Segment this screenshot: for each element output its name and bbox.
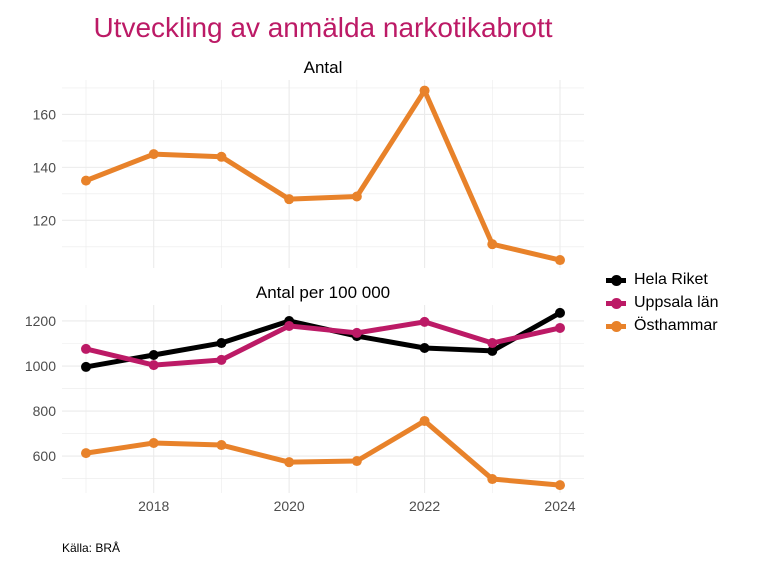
series-line (85, 88, 561, 263)
y-tick-label: 800 (33, 403, 57, 419)
data-point (487, 345, 498, 356)
data-point (487, 239, 498, 250)
y-tick-label: 140 (33, 159, 57, 175)
data-point (81, 175, 91, 186)
legend-label: Östhammar (634, 316, 718, 334)
y-tick-label: 1200 (25, 313, 56, 329)
data-point (148, 149, 159, 160)
data-point (284, 457, 295, 468)
legend-item: Östhammar (606, 314, 719, 337)
panel-title: Antal (304, 58, 343, 77)
data-point (419, 316, 430, 327)
data-point (351, 456, 362, 467)
data-point (419, 415, 430, 426)
panel-title: Antal per 100 000 (256, 283, 390, 302)
data-point (555, 322, 565, 333)
series-line (85, 319, 561, 368)
data-point (148, 438, 159, 449)
data-point (216, 440, 227, 451)
data-point (284, 194, 295, 205)
legend-swatch (606, 293, 626, 313)
chart-title: Utveckling av anmälda narkotikabrott (93, 12, 553, 43)
y-tick-label: 1000 (25, 358, 56, 374)
data-point (487, 338, 498, 349)
data-point (81, 448, 91, 459)
y-tick-label: 120 (33, 212, 57, 228)
data-point (216, 354, 227, 365)
data-point (555, 307, 565, 318)
legend-swatch (606, 270, 626, 290)
data-point (216, 151, 227, 162)
data-point (148, 360, 159, 371)
data-point (419, 343, 430, 354)
x-tick-label: 2018 (138, 498, 169, 514)
x-tick-label: 2022 (409, 498, 440, 514)
data-point (555, 480, 565, 491)
y-tick-label: 160 (33, 106, 57, 122)
data-point (148, 349, 159, 360)
y-tick-label: 600 (33, 448, 57, 464)
legend-label: Uppsala län (634, 293, 719, 311)
data-point (81, 343, 91, 354)
data-point (284, 320, 295, 331)
x-tick-label: 2020 (274, 498, 305, 514)
source-note: Källa: BRÅ (62, 541, 121, 555)
legend: Hela Riket Uppsala län Östhammar (606, 268, 719, 337)
data-point (216, 338, 227, 349)
data-point (419, 85, 430, 96)
data-point (555, 255, 565, 266)
data-point (487, 474, 498, 485)
legend-label: Hela Riket (634, 270, 708, 288)
data-point (81, 361, 91, 372)
x-tick-label: 2024 (544, 498, 575, 514)
legend-item: Hela Riket (606, 268, 719, 291)
data-point (351, 327, 362, 338)
series-line (85, 418, 561, 488)
legend-swatch (606, 316, 626, 336)
data-point (351, 191, 362, 202)
legend-item: Uppsala län (606, 291, 719, 314)
